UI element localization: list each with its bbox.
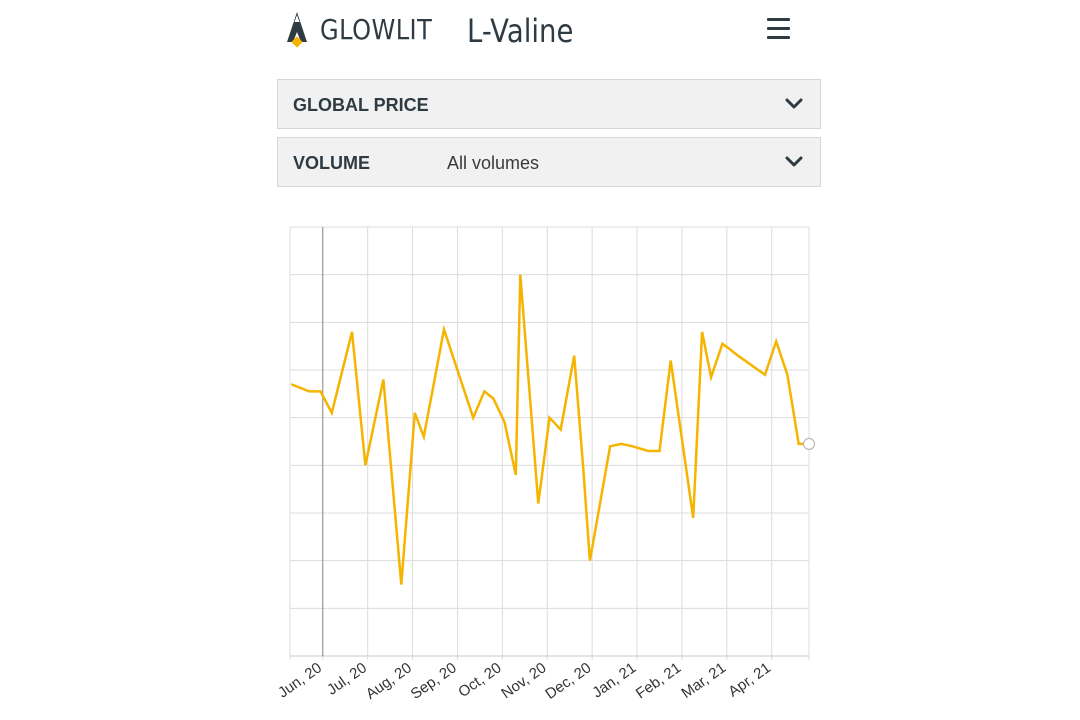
series-end-marker[interactable] (802, 437, 816, 450)
hamburger-menu-icon[interactable] (764, 16, 794, 42)
x-tick-label: Jul, 20 (324, 659, 370, 698)
volume-dropdown[interactable]: VOLUME All volumes (277, 137, 821, 187)
x-tick-label: Jan, 21 (589, 659, 639, 701)
volume-value: All volumes (447, 153, 540, 173)
x-tick-label: Jun, 20 (275, 659, 325, 701)
logo[interactable]: GLOWLIT (284, 10, 450, 48)
x-tick-label: Oct, 20 (455, 659, 504, 701)
x-tick-label: Feb, 21 (633, 659, 684, 702)
chevron-down-icon (785, 156, 803, 167)
x-tick-label: Dec, 20 (542, 659, 594, 703)
x-tick-label: Nov, 20 (498, 659, 549, 702)
logo-text: GLOWLIT (320, 12, 433, 46)
x-tick-label: Apr, 21 (725, 659, 774, 700)
x-tick-label: Aug, 20 (363, 659, 415, 703)
x-tick-label: Mar, 21 (678, 659, 729, 702)
global-price-label: GLOBAL PRICE (293, 95, 429, 115)
app-header: GLOWLIT L-Valine (0, 0, 1080, 62)
chevron-down-icon (785, 98, 803, 109)
price-series-line (290, 274, 806, 585)
global-price-dropdown[interactable]: GLOBAL PRICE (277, 79, 821, 129)
page-title: L-Valine (467, 12, 574, 50)
volume-label: VOLUME (293, 153, 371, 173)
glowlit-logo-icon (287, 12, 307, 48)
x-tick-label: Sep, 20 (408, 659, 460, 703)
